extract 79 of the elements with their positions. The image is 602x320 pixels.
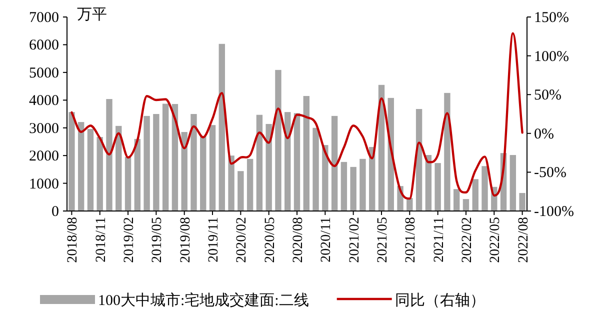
- y-tick-label: 6000: [29, 38, 59, 54]
- y2-tick-label: 0%: [534, 126, 554, 142]
- y2-tick-label: -100%: [534, 204, 574, 220]
- y2-tick-label: 100%: [534, 48, 569, 65]
- x-tick-label: 2022/02: [460, 217, 475, 263]
- bar: [106, 99, 112, 211]
- bar: [284, 112, 291, 211]
- bar: [218, 44, 225, 211]
- bar: [453, 189, 460, 211]
- bar: [200, 136, 206, 211]
- y2-tick-label: -50%: [534, 165, 566, 182]
- bar: [172, 104, 178, 211]
- bar: [416, 109, 422, 211]
- bar: [294, 113, 300, 211]
- bar: [510, 155, 516, 211]
- bar: [153, 114, 160, 211]
- bar: [246, 158, 254, 211]
- x-tick-label: 2019/02: [122, 217, 138, 263]
- bar: [124, 156, 132, 211]
- bar: [303, 96, 310, 211]
- x-tick-label: 2020/08: [291, 217, 306, 263]
- y-axis-title: 万平: [77, 7, 107, 23]
- bar: [340, 162, 348, 211]
- line-series: [70, 32, 524, 200]
- bar: [96, 137, 103, 211]
- x-tick-label: 2021/08: [404, 217, 419, 263]
- x-tick-label: 2019/11: [206, 217, 222, 262]
- bar: [378, 84, 385, 211]
- legend-label: 同比（右轴）: [394, 292, 485, 309]
- x-tick-label: 2021/05: [375, 217, 390, 263]
- bar: [228, 156, 234, 211]
- x-tick-label: 2019/05: [150, 217, 166, 263]
- y-tick-label: 4000: [29, 93, 59, 110]
- bar: [68, 112, 75, 211]
- bar: [425, 155, 432, 211]
- y-tick-label: 3000: [29, 120, 59, 137]
- x-tick-label: 2020/11: [319, 217, 334, 262]
- bar: [360, 158, 366, 211]
- bar: [482, 166, 488, 211]
- bar: [444, 92, 450, 211]
- bar: [472, 179, 478, 211]
- bar: [322, 145, 328, 211]
- y-tick-label: 2000: [29, 148, 59, 165]
- bar: [256, 114, 263, 211]
- bar: [78, 122, 84, 211]
- bar: [181, 132, 188, 211]
- legend-label: 100大中城市:宅地成交建面:二线: [98, 292, 309, 309]
- x-tick-label: 2020/02: [234, 217, 250, 263]
- bar: [275, 70, 282, 211]
- y-tick-label: 1000: [29, 176, 59, 192]
- y-tick-label: 5000: [29, 65, 59, 82]
- bar: [434, 163, 441, 211]
- y2-tick-label: 150%: [534, 10, 569, 26]
- bar: [209, 125, 216, 211]
- x-tick-label: 2018/11: [94, 217, 109, 262]
- bar: [190, 114, 197, 211]
- bar: [238, 171, 244, 211]
- bar: [331, 116, 338, 211]
- bar: [312, 128, 319, 211]
- x-tick-label: 2021/11: [432, 217, 447, 262]
- x-tick-label: 2022/08: [516, 217, 532, 263]
- bar: [266, 124, 272, 211]
- bar: [134, 138, 141, 211]
- bar: [406, 198, 413, 211]
- x-tick-label: 2021/02: [347, 217, 362, 263]
- x-tick-label: 2019/08: [178, 217, 194, 263]
- y2-tick-label: 50%: [534, 88, 562, 104]
- bar: [350, 166, 356, 211]
- bar: [462, 199, 470, 211]
- bar: [87, 128, 94, 211]
- x-tick-label: 2022/05: [488, 217, 504, 263]
- bar: [162, 104, 169, 211]
- y-tick-label: 7000: [29, 10, 59, 26]
- x-tick-label: 2018/08: [66, 217, 81, 263]
- bar: [144, 116, 150, 211]
- y-tick-label: 0: [52, 204, 59, 220]
- bar: [116, 126, 122, 211]
- bar: [519, 192, 526, 211]
- x-tick-label: 2020/05: [262, 217, 278, 263]
